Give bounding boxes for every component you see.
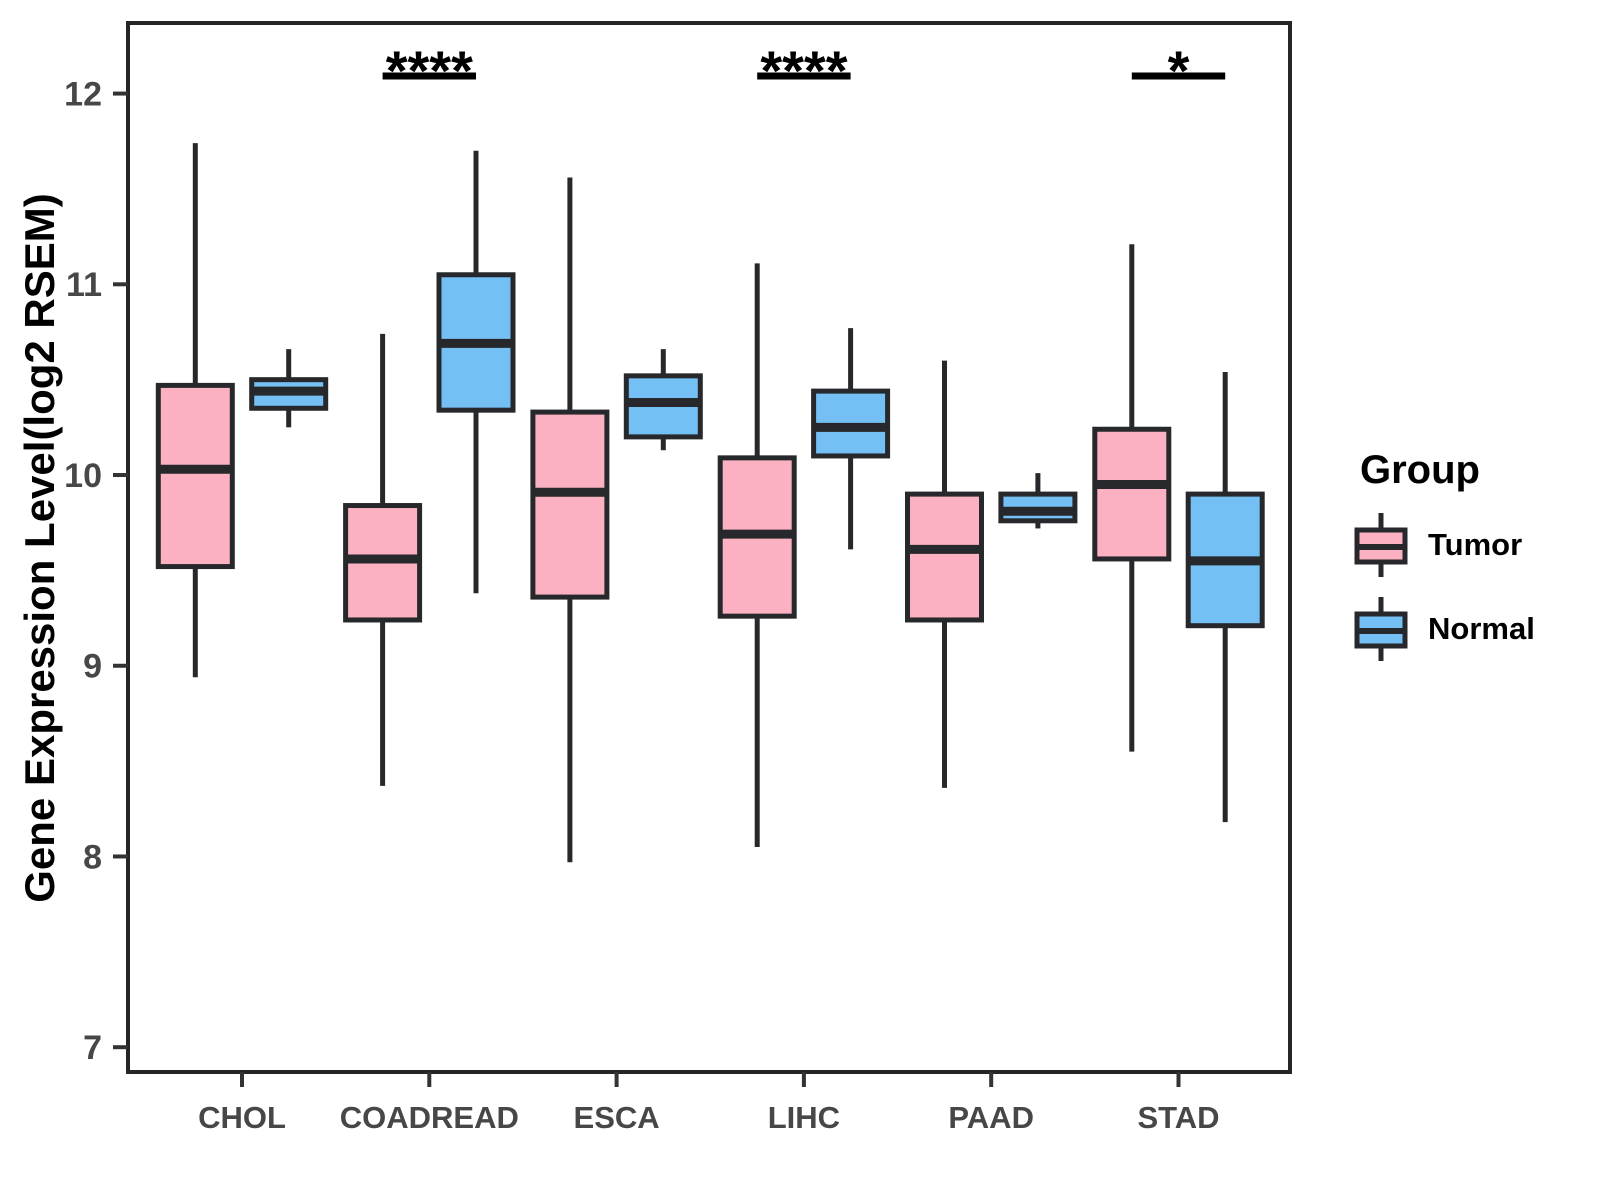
significance-stars-STAD: * <box>1168 39 1190 102</box>
y-tick-label: 8 <box>83 838 102 876</box>
significance-stars-COADREAD: **** <box>386 39 473 102</box>
box-Tumor-ESCA <box>530 409 610 600</box>
legend-item-normal: Normal <box>1352 593 1535 665</box>
box-Tumor-CHOL <box>155 382 235 570</box>
boxplot-key-icon <box>1354 513 1408 577</box>
legend-item-tumor: Tumor <box>1352 509 1535 581</box>
y-tick-label: 10 <box>64 457 102 495</box>
y-tick-label: 12 <box>64 75 102 113</box>
legend-label-normal: Normal <box>1428 611 1535 646</box>
legend-label-tumor: Tumor <box>1428 527 1523 562</box>
legend: Group Tumor Normal <box>1352 448 1535 677</box>
x-tick-label-CHOL: CHOL <box>198 1100 286 1135</box>
y-tick-label: 11 <box>66 266 102 304</box>
x-tick-label-STAD: STAD <box>1137 1100 1219 1135</box>
significance-stars-LIHC: **** <box>760 39 847 102</box>
legend-title: Group <box>1360 448 1480 492</box>
y-tick-label: 9 <box>83 648 102 686</box>
y-tick-label: 7 <box>83 1029 102 1067</box>
boxplot-key-icon <box>1354 597 1408 661</box>
x-tick-label-COADREAD: COADREAD <box>340 1100 519 1135</box>
box-Tumor-STAD <box>1092 426 1172 562</box>
x-tick-label-ESCA: ESCA <box>574 1100 660 1135</box>
box-Tumor-PAAD <box>905 491 984 623</box>
y-axis-title: Gene Expression Level(log2 RSEM) <box>16 193 63 903</box>
x-tick-label-LIHC: LIHC <box>768 1100 840 1135</box>
x-tick-label-PAAD: PAAD <box>948 1100 1034 1135</box>
